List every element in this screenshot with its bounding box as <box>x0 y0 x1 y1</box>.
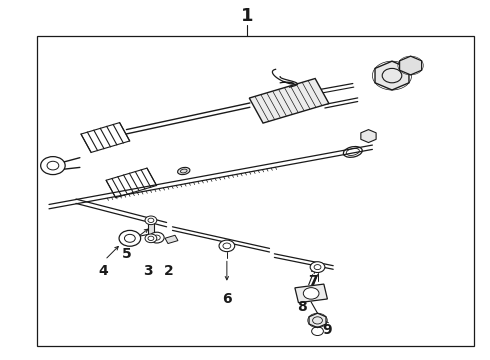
Text: 6: 6 <box>222 292 232 306</box>
Circle shape <box>303 288 319 299</box>
Text: 1: 1 <box>241 7 254 25</box>
Circle shape <box>124 234 135 242</box>
Polygon shape <box>148 222 154 237</box>
Text: 8: 8 <box>297 300 307 314</box>
Polygon shape <box>309 313 326 328</box>
Text: 2: 2 <box>164 264 174 278</box>
Circle shape <box>149 232 164 243</box>
Circle shape <box>310 262 325 273</box>
Text: 5: 5 <box>122 247 131 261</box>
Polygon shape <box>399 56 422 75</box>
Polygon shape <box>375 61 409 90</box>
Circle shape <box>145 216 157 225</box>
Ellipse shape <box>177 167 190 175</box>
Circle shape <box>145 234 157 243</box>
Polygon shape <box>361 130 376 143</box>
Text: 7: 7 <box>308 274 318 288</box>
Circle shape <box>148 218 154 222</box>
Polygon shape <box>295 284 327 303</box>
Text: 9: 9 <box>322 324 332 337</box>
Text: 3: 3 <box>143 264 153 278</box>
Polygon shape <box>249 78 329 123</box>
Circle shape <box>219 240 235 252</box>
Circle shape <box>47 161 59 170</box>
Bar <box>37 36 474 346</box>
Text: 4: 4 <box>98 264 108 278</box>
Polygon shape <box>165 235 178 244</box>
Circle shape <box>41 157 65 175</box>
Circle shape <box>119 230 141 246</box>
Circle shape <box>148 236 154 240</box>
